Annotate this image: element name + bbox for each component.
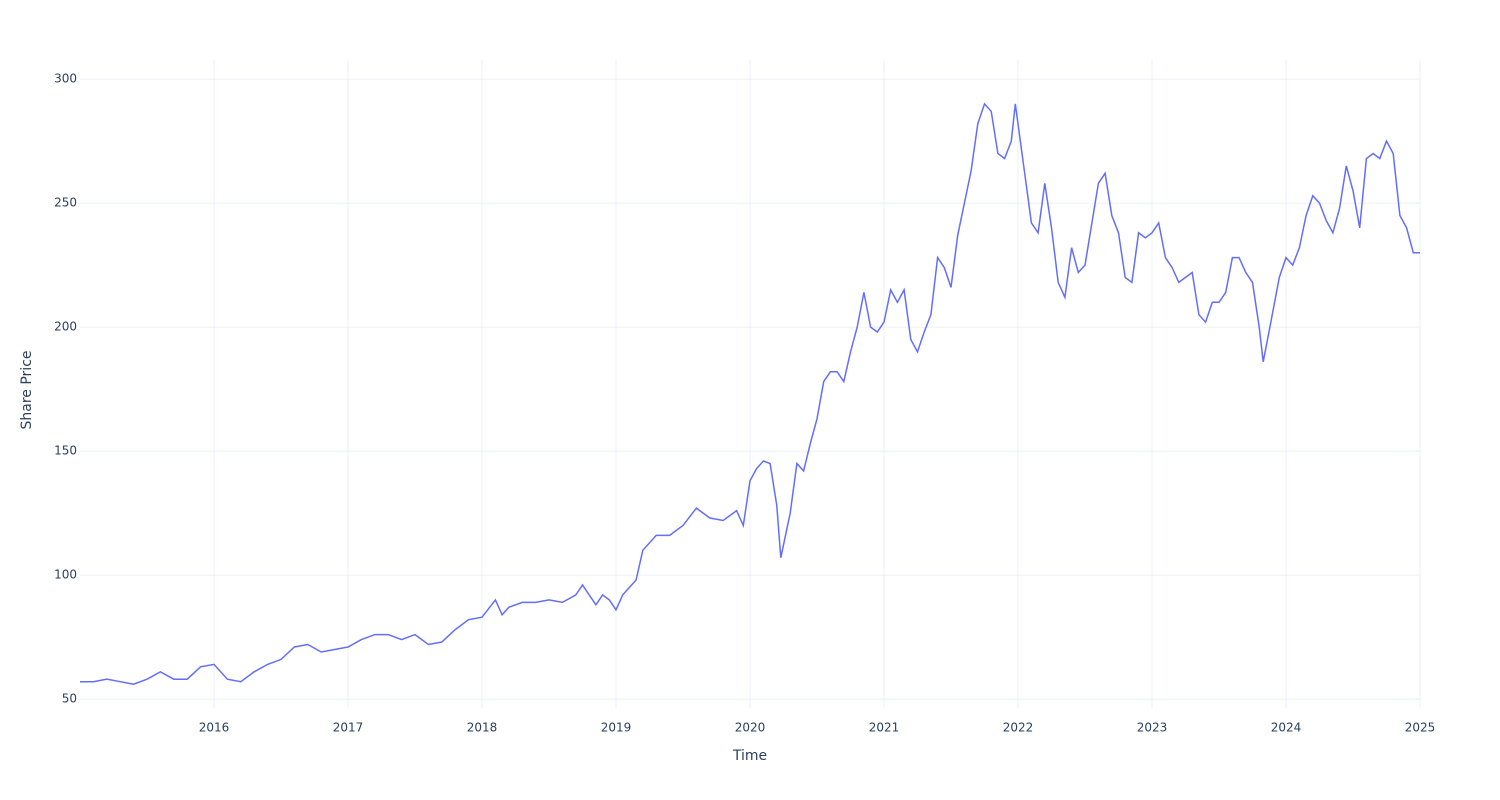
x-tick-label: 2020 [735,721,766,735]
y-axis-title: Share Price [19,350,35,429]
x-tick-label: 2018 [467,721,498,735]
y-tick-label: 100 [54,568,77,582]
y-tick-label: 150 [54,444,77,458]
x-tick-label: 2022 [1003,721,1034,735]
line [80,102,1420,685]
x-tick-label: 2016 [199,721,230,735]
y-tick-label: 200 [54,320,77,334]
y-tick-label: 50 [62,692,77,706]
x-tick-label: 2023 [1137,721,1168,735]
x-tick-label: 2021 [869,721,900,735]
x-tick-label: 2019 [601,721,632,735]
x-axis-title: Time [732,748,767,764]
y-tick-label: 250 [54,196,77,210]
y-tick-label: 300 [54,72,77,86]
x-tick-label: 2025 [1405,721,1436,735]
x-tick-label: 2024 [1271,721,1302,735]
x-tick-label: 2017 [333,721,364,735]
